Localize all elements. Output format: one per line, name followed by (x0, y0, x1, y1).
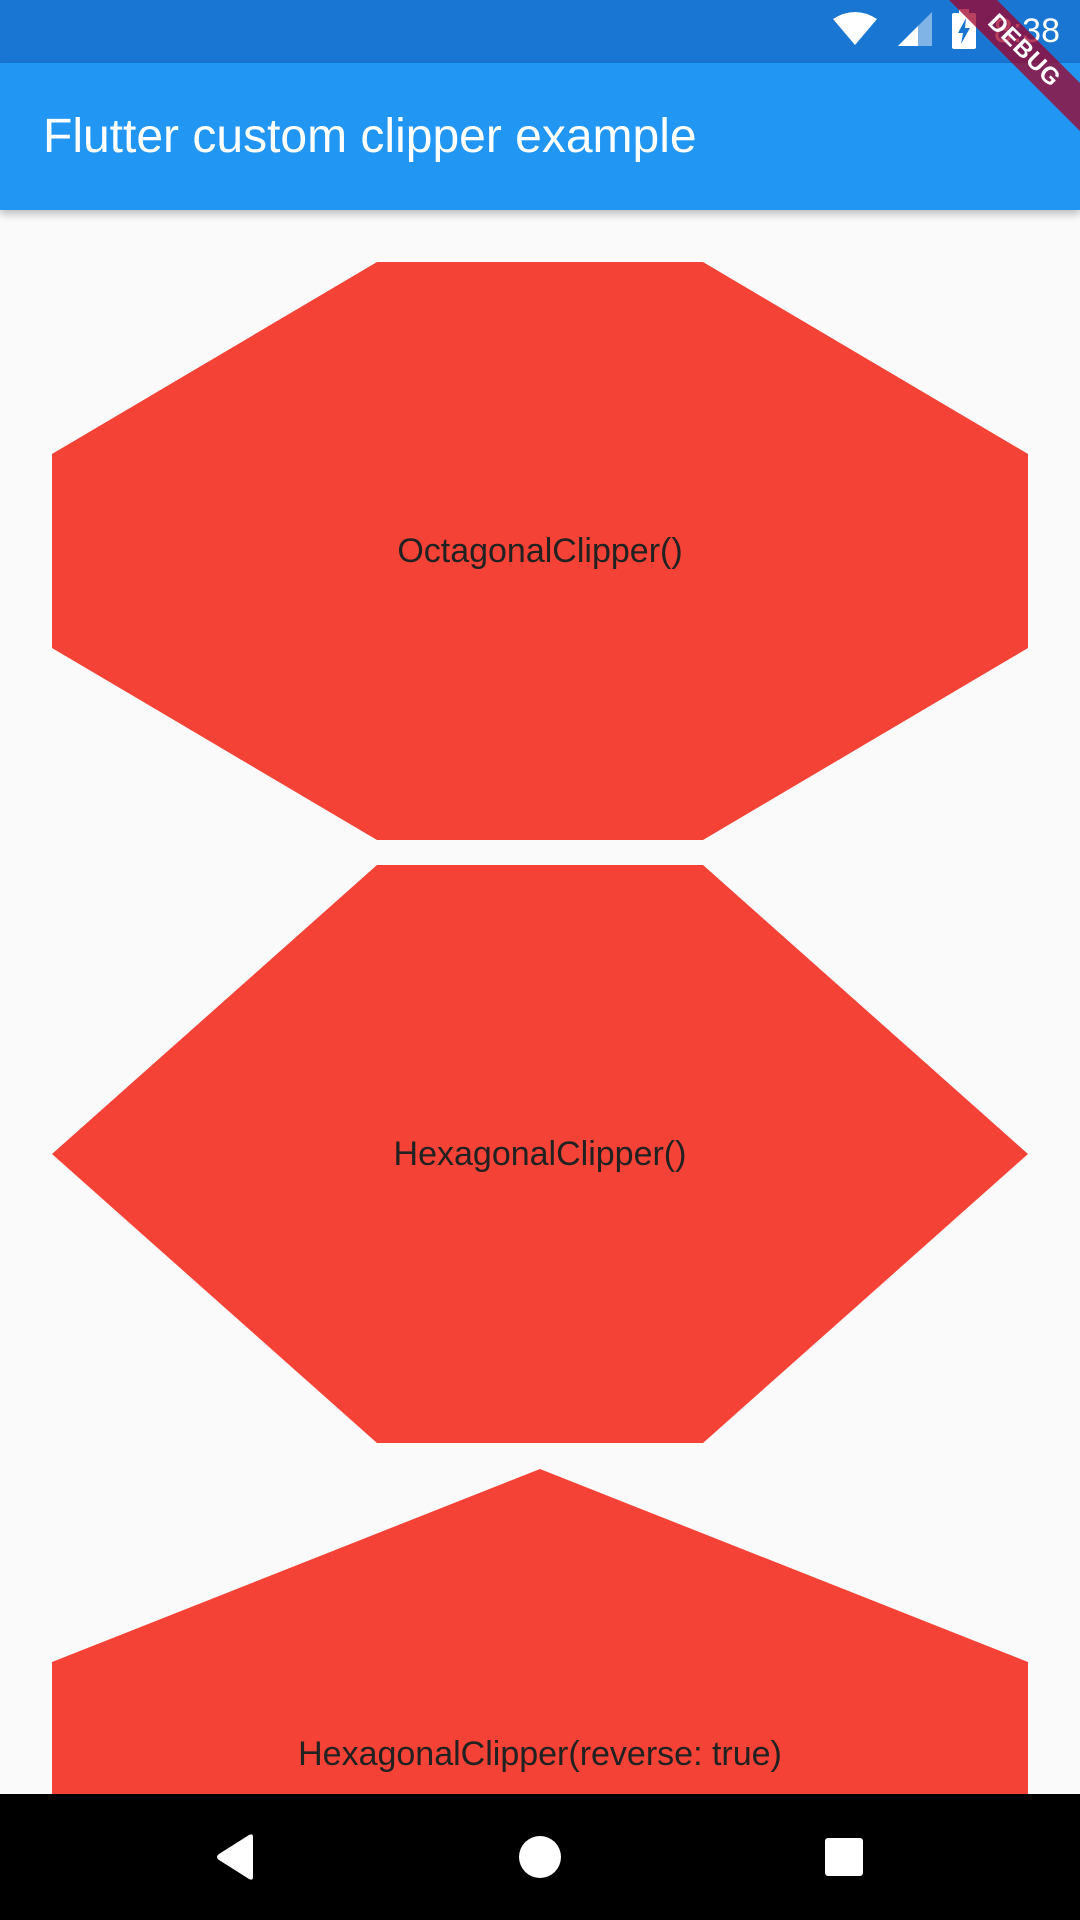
hexagonal-clipper-reverse-label: HexagonalClipper(reverse: true) (298, 1735, 782, 1773)
hexagonal-clipper-shape: HexagonalClipper() (52, 865, 1028, 1443)
home-icon (519, 1836, 561, 1878)
recents-icon (825, 1838, 863, 1876)
back-button[interactable] (175, 1794, 295, 1920)
hexagon-polygon (52, 865, 1028, 1443)
hexagonal-clipper-reverse-shape: HexagonalClipper(reverse: true) (52, 1469, 1028, 1794)
recents-button[interactable] (784, 1794, 904, 1920)
octagon-polygon (52, 262, 1028, 840)
cellular-signal-icon (896, 10, 934, 53)
hexagonal-clipper-label: HexagonalClipper() (393, 1135, 687, 1173)
app-title: Flutter custom clipper example (43, 110, 697, 163)
status-bar: 8:38 (0, 0, 1080, 63)
back-icon (217, 1834, 253, 1880)
navigation-bar (0, 1794, 1080, 1920)
reverse-hexagon-polygon (52, 1469, 1028, 1794)
battery-charging-icon (951, 9, 976, 54)
octagonal-clipper-shape: OctagonalClipper() (52, 262, 1028, 840)
status-time: 8:38 (993, 12, 1060, 50)
home-button[interactable] (480, 1794, 600, 1920)
app-bar: Flutter custom clipper example (0, 63, 1080, 210)
status-icons: 8:38 (832, 0, 1060, 63)
clipper-list[interactable]: OctagonalClipper() HexagonalClipper() He… (0, 210, 1080, 1794)
octagonal-clipper-label: OctagonalClipper() (397, 532, 683, 570)
wifi-icon (832, 11, 878, 52)
